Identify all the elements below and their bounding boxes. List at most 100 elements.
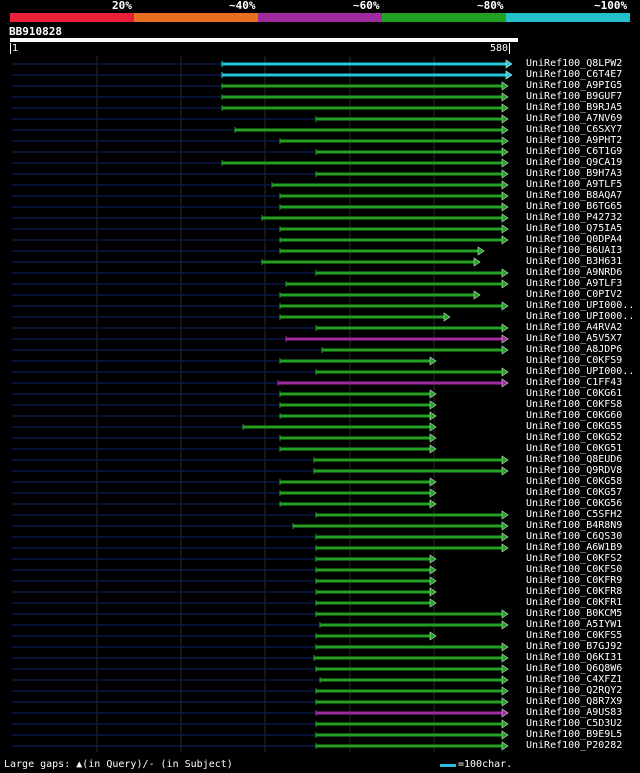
hit-row[interactable]	[12, 488, 437, 498]
hit-label[interactable]: UniRef100_C1FF43	[526, 377, 623, 388]
hit-label[interactable]: UniRef100_C0KFS9	[526, 355, 623, 366]
hit-label[interactable]: UniRef100_B9RJA5	[526, 102, 623, 113]
hit-label[interactable]: UniRef100_C0KG52	[526, 432, 623, 443]
hit-row[interactable]	[12, 719, 509, 729]
hit-row[interactable]	[12, 367, 509, 377]
hit-row[interactable]	[12, 631, 437, 641]
hit-label[interactable]: UniRef100_Q6Q8W6	[526, 663, 623, 674]
hit-row[interactable]	[12, 213, 509, 223]
hit-row[interactable]	[12, 686, 509, 696]
hit-label[interactable]: UniRef100_B8AQA7	[526, 190, 623, 201]
hit-row[interactable]	[12, 444, 437, 454]
hit-row[interactable]	[12, 235, 509, 245]
hit-label[interactable]: UniRef100_Q6KI31	[526, 652, 623, 663]
hit-label[interactable]: UniRef100_C0KFS5	[526, 630, 623, 641]
hit-label[interactable]: UniRef100_B7GJ92	[526, 641, 623, 652]
hit-label[interactable]: UniRef100_Q2RQY2	[526, 685, 623, 696]
hit-row[interactable]	[12, 290, 481, 300]
hit-label[interactable]: UniRef100_C0KFR8	[526, 586, 623, 597]
hit-label[interactable]: UniRef100_A9PHT2	[526, 135, 623, 146]
hit-label[interactable]: UniRef100_A9TLF5	[526, 179, 623, 190]
hit-label[interactable]: UniRef100_C0KG56	[526, 498, 623, 509]
hit-label[interactable]: UniRef100_A9NRD6	[526, 267, 623, 278]
hit-label[interactable]: UniRef100_C6QS30	[526, 531, 623, 542]
hit-label[interactable]: UniRef100_B4R8N9	[526, 520, 623, 531]
hit-row[interactable]	[12, 576, 437, 586]
hit-row[interactable]	[12, 609, 509, 619]
hit-label[interactable]: UniRef100_A9US83	[526, 707, 623, 718]
hit-label[interactable]: UniRef100_C5SFH2	[526, 509, 623, 520]
hit-row[interactable]	[12, 92, 509, 102]
hit-label[interactable]: UniRef100_Q8R7X9	[526, 696, 623, 707]
hit-row[interactable]	[12, 224, 509, 234]
hit-label[interactable]: UniRef100_Q9RDV8	[526, 465, 623, 476]
hit-row[interactable]	[12, 312, 451, 322]
hit-label[interactable]: UniRef100_B6UAI3	[526, 245, 623, 256]
hit-label[interactable]: UniRef100_B0KCM5	[526, 608, 623, 619]
hit-row[interactable]	[12, 103, 509, 113]
hit-row[interactable]	[12, 653, 509, 663]
hit-row[interactable]	[12, 389, 437, 399]
hit-row[interactable]	[12, 246, 485, 256]
hit-row[interactable]	[12, 356, 437, 366]
hit-label[interactable]: UniRef100_A9PIG5	[526, 80, 623, 91]
hit-label[interactable]: UniRef100_A5V5X7	[526, 333, 623, 344]
hit-row[interactable]	[12, 202, 509, 212]
hit-label[interactable]: UniRef100_C0KFS8	[526, 399, 623, 410]
hit-row[interactable]	[12, 554, 437, 564]
hit-row[interactable]	[12, 730, 509, 740]
hit-label[interactable]: UniRef100_A9TLF3	[526, 278, 623, 289]
hit-row[interactable]	[12, 125, 509, 135]
hit-row[interactable]	[12, 708, 509, 718]
hit-row[interactable]	[12, 532, 509, 542]
hit-label[interactable]: UniRef100_C0KG60	[526, 410, 623, 421]
hit-row[interactable]	[12, 510, 509, 520]
hit-label[interactable]: UniRef100_B3H631	[526, 256, 623, 267]
hit-row[interactable]	[12, 664, 509, 674]
hit-row[interactable]	[12, 301, 509, 311]
hit-label[interactable]: UniRef100_A8JDP6	[526, 344, 623, 355]
hit-row[interactable]	[12, 191, 509, 201]
hit-label[interactable]: UniRef100_P20282	[526, 740, 623, 751]
hit-label[interactable]: UniRef100_C0KFR9	[526, 575, 623, 586]
hit-label[interactable]: UniRef100_UPI000..	[526, 300, 635, 311]
hit-label[interactable]: UniRef100_C0KG51	[526, 443, 623, 454]
hit-label[interactable]: UniRef100_C0KG57	[526, 487, 623, 498]
hit-row[interactable]	[12, 158, 509, 168]
hit-row[interactable]	[12, 268, 509, 278]
hit-label[interactable]: UniRef100_A7NV69	[526, 113, 623, 124]
hit-label[interactable]: UniRef100_A6W1B9	[526, 542, 623, 553]
hit-label[interactable]: UniRef100_C0KFR1	[526, 597, 623, 608]
hit-label[interactable]: UniRef100_C0KG58	[526, 476, 623, 487]
hit-label[interactable]: UniRef100_C4XFZ1	[526, 674, 623, 685]
hit-label[interactable]: UniRef100_Q75IA5	[526, 223, 623, 234]
hit-row[interactable]	[12, 323, 509, 333]
hit-row[interactable]	[12, 642, 509, 652]
hit-row[interactable]	[12, 466, 509, 476]
hit-row[interactable]	[12, 400, 437, 410]
hit-label[interactable]: UniRef100_UPI000..	[526, 311, 635, 322]
hit-row[interactable]	[12, 378, 509, 388]
hit-label[interactable]: UniRef100_B9H7A3	[526, 168, 623, 179]
hit-label[interactable]: UniRef100_C5D3U2	[526, 718, 623, 729]
hit-row[interactable]	[12, 521, 509, 531]
hit-row[interactable]	[12, 70, 513, 80]
hit-row[interactable]	[12, 587, 437, 597]
hit-row[interactable]	[12, 114, 509, 124]
hit-label[interactable]: UniRef100_P42732	[526, 212, 623, 223]
hit-row[interactable]	[12, 620, 509, 630]
hit-label[interactable]: UniRef100_C0PIV2	[526, 289, 623, 300]
hit-row[interactable]	[12, 180, 509, 190]
hit-row[interactable]	[12, 697, 509, 707]
hit-row[interactable]	[12, 257, 481, 267]
hit-label[interactable]: UniRef100_A4RVA2	[526, 322, 623, 333]
hit-label[interactable]: UniRef100_Q8LPW2	[526, 58, 623, 69]
hit-row[interactable]	[12, 345, 509, 355]
hit-label[interactable]: UniRef100_Q0DPA4	[526, 234, 623, 245]
hit-label[interactable]: UniRef100_C0KG55	[526, 421, 623, 432]
hit-row[interactable]	[12, 598, 437, 608]
hit-row[interactable]	[12, 477, 437, 487]
hit-row[interactable]	[12, 422, 437, 432]
hit-row[interactable]	[12, 136, 509, 146]
hit-row[interactable]	[12, 455, 509, 465]
